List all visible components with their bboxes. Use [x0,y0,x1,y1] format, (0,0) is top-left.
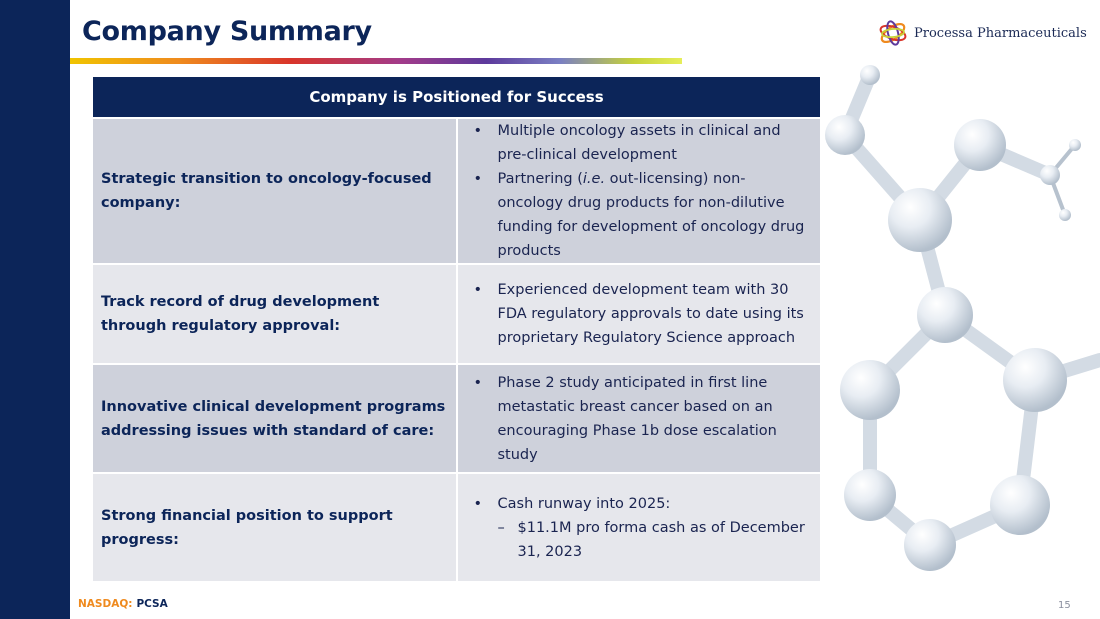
page-number: 15 [1058,600,1071,611]
summary-table: Company is Positioned for Success Strate… [93,77,820,581]
company-logo: Processa Pharmaceuticals [876,18,1087,48]
table-row: Track record of drug development through… [93,265,820,363]
row-content: Experienced development team with 30 FDA… [456,265,820,363]
table-row: Innovative clinical development programs… [93,365,820,472]
ticker-footer: NASDAQ: PCSA [78,598,168,610]
exchange-label: NASDAQ: [78,598,133,610]
row-content: Cash runway into 2025: $11.1M pro forma … [456,474,820,581]
table-header: Company is Positioned for Success [93,77,820,117]
row-label: Innovative clinical development programs… [93,365,458,472]
row-label: Strategic transition to oncology-focused… [93,119,458,263]
left-accent-bar [0,0,70,619]
bullet-item: Experienced development team with 30 FDA… [472,278,811,350]
bullet-item: Partnering (i.e. out-licensing) non-onco… [472,167,811,263]
table-row: Strategic transition to oncology-focused… [93,119,820,263]
table-row: Strong financial position to support pro… [93,474,820,581]
molecule-background-graphic [825,65,1100,571]
slide-title: Company Summary [82,16,372,47]
ticker-symbol: PCSA [136,598,168,610]
row-label: Track record of drug development through… [93,265,458,363]
row-content: Phase 2 study anticipated in first line … [456,365,820,472]
processa-swirl-logo-icon [879,20,907,46]
row-content: Multiple oncology assets in clinical and… [456,119,820,263]
bullet-item: Phase 2 study anticipated in first line … [472,371,811,467]
title-gradient-rule [70,58,682,64]
bullet-item: Cash runway into 2025: [472,492,811,516]
bullet-item: Multiple oncology assets in clinical and… [472,119,811,167]
logo-wordmark: Processa Pharmaceuticals [914,25,1087,41]
sub-bullet-item: $11.1M pro forma cash as of December 31,… [472,516,811,564]
row-label: Strong financial position to support pro… [93,474,458,581]
